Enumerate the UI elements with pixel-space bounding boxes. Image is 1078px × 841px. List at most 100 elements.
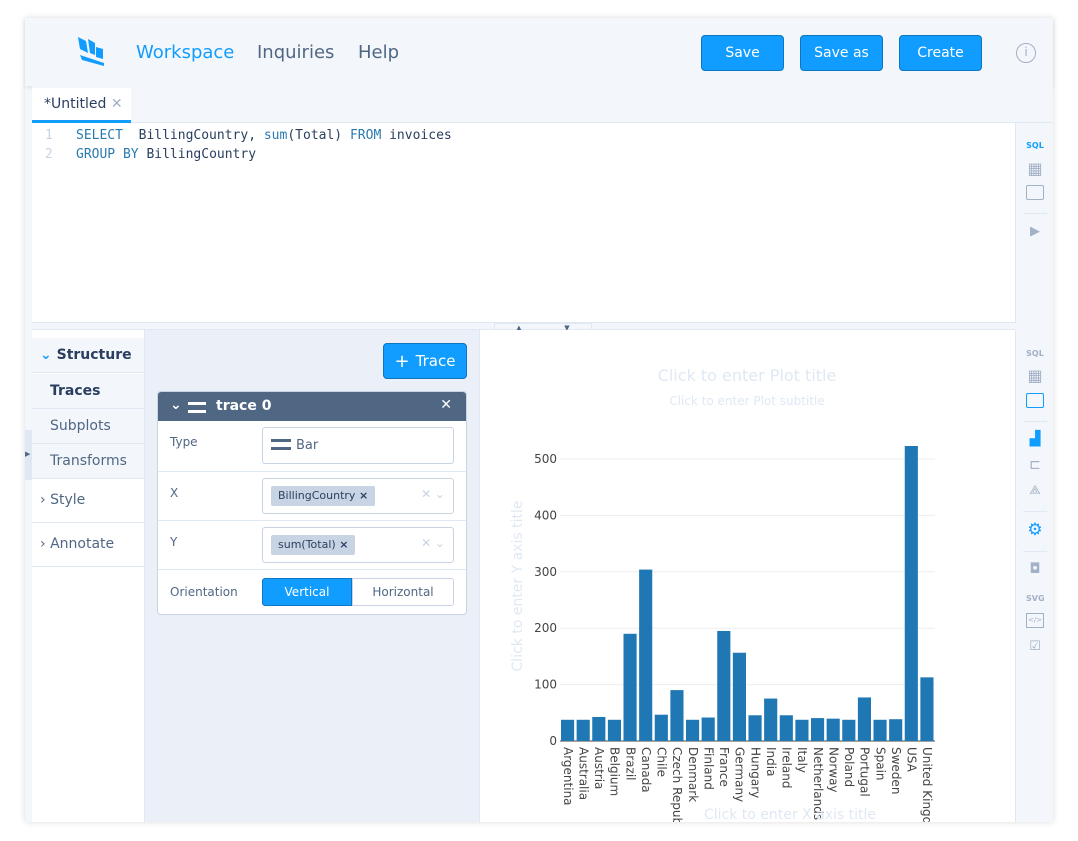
nav-subplots[interactable]: Subplots (32, 409, 144, 444)
save-button[interactable]: Save (701, 35, 784, 71)
remove-chip-icon[interactable]: × (358, 489, 369, 502)
x-tick-label: United Kingdom (920, 747, 934, 822)
bar-denmark[interactable] (686, 719, 700, 741)
clear-and-chevron-icon[interactable]: ✕ ⌄ (421, 536, 445, 550)
y-axis-title[interactable]: Click to enter Y axis title (510, 501, 526, 672)
bar-portugal[interactable] (857, 697, 871, 741)
horizontal-button[interactable]: Horizontal (352, 578, 454, 606)
bar-france[interactable] (717, 630, 731, 741)
x-tick-label: Australia (576, 747, 590, 800)
y-tick-label: 300 (534, 565, 557, 579)
camera-icon[interactable]: ◘ (1029, 561, 1041, 577)
nav-inquiries[interactable]: Inquiries (257, 42, 335, 63)
sidebar-handle[interactable]: ▶ (25, 430, 32, 480)
plot-title[interactable]: Click to enter Plot title (658, 366, 837, 385)
trace-name: trace 0 (216, 398, 272, 414)
x-tick-label: Canada (639, 747, 653, 793)
y-select[interactable]: sum(Total) × ✕ ⌄ (262, 527, 454, 563)
bar-chart-icon (188, 402, 206, 413)
nav-traces[interactable]: Traces (32, 374, 144, 409)
info-icon[interactable]: i (1016, 43, 1036, 63)
x-axis-title[interactable]: Click to enter X axis title (704, 807, 876, 823)
logo-icon (78, 37, 104, 66)
nav-help[interactable]: Help (358, 42, 400, 63)
nav-workspace[interactable]: Workspace (136, 42, 235, 63)
trace-header[interactable]: ⌄ trace 0 ✕ (158, 392, 466, 421)
bar-chart[interactable]: Click to enter Plot title Click to enter… (480, 330, 1015, 841)
bar-germany[interactable] (732, 652, 746, 741)
table-icon[interactable]: ▦ (1027, 366, 1043, 385)
settings-gear-icon[interactable]: ⚙ (1027, 520, 1043, 540)
sql-editor[interactable]: 1 SELECT BillingCountry, sum(Total) FROM… (32, 123, 1015, 323)
x-tick-label: Denmark (686, 747, 700, 802)
image-icon[interactable] (1026, 185, 1044, 200)
collapse-toggle[interactable]: ▲ ▼ (494, 323, 592, 332)
x-tick-label: Germany (733, 747, 747, 802)
delete-trace-icon[interactable]: ✕ (440, 397, 452, 413)
bar-united-kingdom[interactable] (920, 677, 934, 741)
tab-label: *Untitled (44, 96, 107, 112)
bar-argentina[interactable] (561, 719, 575, 741)
vertical-button[interactable]: Vertical (262, 578, 352, 606)
bar-hungary[interactable] (748, 715, 762, 741)
nav-style[interactable]: › Style (32, 479, 144, 523)
save-as-button[interactable]: Save as (800, 35, 883, 71)
bar-italy[interactable] (795, 719, 809, 741)
bar-spain[interactable] (873, 719, 887, 741)
line-number: 1 (45, 128, 53, 143)
y-tick-label: 200 (534, 621, 557, 635)
bar-brazil[interactable] (623, 633, 637, 741)
clear-and-chevron-icon[interactable]: ✕ ⌄ (421, 487, 445, 501)
type-select[interactable]: Bar (262, 427, 454, 464)
bar-czech-republic[interactable] (670, 690, 684, 741)
bar-chile[interactable] (654, 714, 668, 741)
y-tick-label: 400 (534, 508, 557, 522)
arrow-up-icon[interactable]: ▲ (516, 324, 522, 332)
bar-finland[interactable] (701, 717, 715, 741)
bar-norway[interactable] (826, 718, 840, 741)
chart-traces-icon[interactable]: ▟ (1029, 431, 1041, 447)
sql-icon[interactable]: SQL (1026, 141, 1044, 150)
table-icon[interactable]: ▦ (1027, 159, 1043, 178)
bar-usa[interactable] (904, 445, 918, 741)
run-icon[interactable]: ▶ (1030, 224, 1040, 239)
svg-export-icon[interactable]: SVG (1026, 594, 1045, 603)
nav-transforms[interactable]: Transforms (32, 444, 144, 479)
close-tab-icon[interactable]: ✕ (110, 96, 123, 112)
y-tick-label: 100 (534, 678, 557, 692)
bar-netherlands[interactable] (811, 718, 825, 741)
tab-untitled[interactable]: *Untitled ✕ (32, 88, 131, 123)
embed-code-icon[interactable]: </> (1026, 613, 1044, 628)
arrow-down-icon[interactable]: ▼ (564, 324, 570, 332)
bar-india[interactable] (764, 698, 778, 741)
create-button[interactable]: Create (899, 35, 982, 71)
x-select[interactable]: BillingCountry × ✕ ⌄ (262, 478, 454, 514)
clipboard-icon[interactable]: ☑ (1029, 639, 1041, 654)
x-tick-label: Norway (826, 747, 840, 793)
bar-belgium[interactable] (607, 719, 621, 741)
remove-chip-icon[interactable]: × (339, 538, 349, 551)
image-icon[interactable] (1026, 393, 1044, 408)
code-line: GROUP BY BillingCountry (76, 147, 257, 162)
bar-australia[interactable] (576, 719, 590, 741)
nav-annotate[interactable]: › Annotate (32, 523, 144, 567)
bar-austria[interactable] (592, 716, 606, 741)
tab-bar (32, 86, 1053, 123)
trace-fold: ⌄ trace 0 ✕ Type Bar X BillingCountry × ✕… (157, 391, 467, 615)
bar-ireland[interactable] (779, 715, 793, 741)
x-tick-label: India (764, 747, 778, 776)
bar-chart-icon (271, 439, 291, 450)
nav-structure[interactable]: ⌄ Structure (32, 338, 144, 373)
sql-icon[interactable]: SQL (1026, 349, 1044, 358)
x-tick-label: France (717, 747, 731, 787)
subplots-icon[interactable]: ⊏ (1029, 457, 1041, 473)
splitter[interactable]: ▲ ▼ (32, 322, 1015, 332)
plot-subtitle[interactable]: Click to enter Plot subtitle (669, 394, 824, 408)
bar-poland[interactable] (842, 719, 856, 741)
trace-panel: + Trace ⌄ trace 0 ✕ Type Bar X BillingCou… (145, 330, 480, 822)
bar-canada[interactable] (639, 569, 653, 741)
add-trace-button[interactable]: + Trace (383, 343, 467, 379)
shapes-icon[interactable]: ⟁ (1029, 483, 1041, 498)
chevron-down-icon[interactable]: ⌄ (170, 397, 182, 413)
bar-sweden[interactable] (889, 719, 903, 741)
